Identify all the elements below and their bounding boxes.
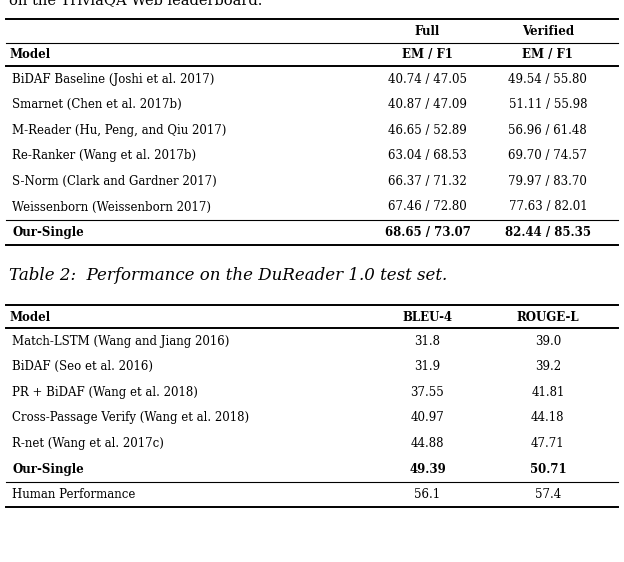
- Text: 67.46 / 72.80: 67.46 / 72.80: [388, 201, 467, 214]
- Text: 69.70 / 74.57: 69.70 / 74.57: [509, 149, 587, 162]
- Text: 50.71: 50.71: [530, 463, 566, 475]
- Text: 47.71: 47.71: [531, 437, 565, 450]
- Text: 51.11 / 55.98: 51.11 / 55.98: [509, 98, 587, 111]
- Text: 66.37 / 71.32: 66.37 / 71.32: [388, 175, 467, 188]
- Text: Table 2:  Performance on the DuReader 1.0 test set.: Table 2: Performance on the DuReader 1.0…: [9, 267, 447, 284]
- Text: 44.18: 44.18: [531, 411, 565, 424]
- Text: 41.81: 41.81: [531, 386, 565, 399]
- Text: on the TriviaQA Web leaderboard.: on the TriviaQA Web leaderboard.: [9, 0, 263, 7]
- Text: Our-Single: Our-Single: [12, 226, 84, 239]
- Text: 56.96 / 61.48: 56.96 / 61.48: [509, 124, 587, 137]
- Text: 31.9: 31.9: [414, 360, 441, 373]
- Text: 40.87 / 47.09: 40.87 / 47.09: [388, 98, 467, 111]
- Text: 37.55: 37.55: [411, 386, 444, 399]
- Text: Verified: Verified: [522, 25, 574, 38]
- Text: 63.04 / 68.53: 63.04 / 68.53: [388, 149, 467, 162]
- Text: 49.54 / 55.80: 49.54 / 55.80: [509, 72, 587, 85]
- Text: M-Reader (Hu, Peng, and Qiu 2017): M-Reader (Hu, Peng, and Qiu 2017): [12, 124, 227, 137]
- Text: 46.65 / 52.89: 46.65 / 52.89: [388, 124, 467, 137]
- Text: 31.8: 31.8: [414, 335, 441, 348]
- Text: Model: Model: [9, 311, 51, 324]
- Text: 77.63 / 82.01: 77.63 / 82.01: [509, 201, 587, 214]
- Text: 49.39: 49.39: [409, 463, 446, 475]
- Text: Full: Full: [415, 25, 440, 38]
- Text: 68.65 / 73.07: 68.65 / 73.07: [384, 226, 470, 239]
- Text: 79.97 / 83.70: 79.97 / 83.70: [509, 175, 587, 188]
- Text: Human Performance: Human Performance: [12, 488, 136, 501]
- Text: EM / F1: EM / F1: [402, 48, 453, 61]
- Text: ROUGE-L: ROUGE-L: [517, 311, 579, 324]
- Text: 44.88: 44.88: [411, 437, 444, 450]
- Text: Cross-Passage Verify (Wang et al. 2018): Cross-Passage Verify (Wang et al. 2018): [12, 411, 250, 424]
- Text: BiDAF (Seo et al. 2016): BiDAF (Seo et al. 2016): [12, 360, 154, 373]
- Text: PR + BiDAF (Wang et al. 2018): PR + BiDAF (Wang et al. 2018): [12, 386, 198, 399]
- Text: 40.74 / 47.05: 40.74 / 47.05: [388, 72, 467, 85]
- Text: 39.0: 39.0: [535, 335, 561, 348]
- Text: 40.97: 40.97: [411, 411, 444, 424]
- Text: Smarnet (Chen et al. 2017b): Smarnet (Chen et al. 2017b): [12, 98, 182, 111]
- Text: Model: Model: [9, 48, 51, 61]
- Text: Our-Single: Our-Single: [12, 463, 84, 475]
- Text: BiDAF Baseline (Joshi et al. 2017): BiDAF Baseline (Joshi et al. 2017): [12, 72, 215, 85]
- Text: 39.2: 39.2: [535, 360, 561, 373]
- Text: 57.4: 57.4: [535, 488, 561, 501]
- Text: Match-LSTM (Wang and Jiang 2016): Match-LSTM (Wang and Jiang 2016): [12, 335, 230, 348]
- Text: Weissenborn (Weissenborn 2017): Weissenborn (Weissenborn 2017): [12, 201, 212, 214]
- Text: 56.1: 56.1: [414, 488, 441, 501]
- Text: 82.44 / 85.35: 82.44 / 85.35: [505, 226, 591, 239]
- Text: S-Norm (Clark and Gardner 2017): S-Norm (Clark and Gardner 2017): [12, 175, 217, 188]
- Text: R-net (Wang et al. 2017c): R-net (Wang et al. 2017c): [12, 437, 164, 450]
- Text: BLEU-4: BLEU-4: [402, 311, 452, 324]
- Text: Re-Ranker (Wang et al. 2017b): Re-Ranker (Wang et al. 2017b): [12, 149, 197, 162]
- Text: EM / F1: EM / F1: [522, 48, 573, 61]
